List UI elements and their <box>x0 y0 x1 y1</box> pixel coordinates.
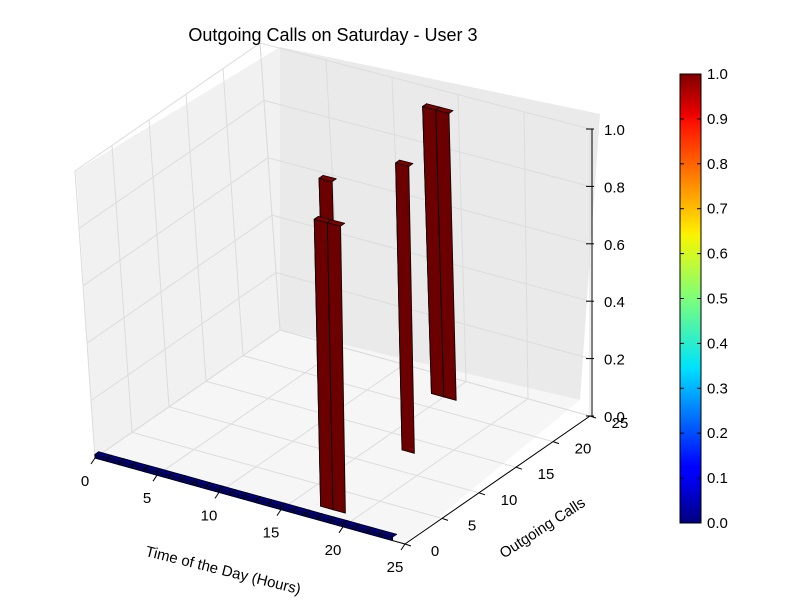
bar <box>313 215 334 511</box>
x-axis-label: Time of the Day (Hours) <box>144 543 303 598</box>
y-tick-mark <box>478 492 486 496</box>
bar-top <box>395 159 414 167</box>
bar <box>280 502 298 514</box>
x-tick-mark <box>338 526 344 534</box>
bar <box>106 454 124 466</box>
x-tick-label: 25 <box>387 559 404 576</box>
colorbar-ticks: 0.0 0.1 0.2 0.3 0.4 0.5 0.6 0.7 0.8 0.9 1.0 <box>680 66 728 532</box>
y-tick-label: 0 <box>431 543 439 560</box>
colorbar-tick-label: 0.1 <box>707 470 728 487</box>
bar <box>435 106 457 401</box>
z-tick-label: 0.2 <box>604 352 625 369</box>
x-tick-mark <box>152 474 158 482</box>
x-tick-label: 0 <box>81 473 89 490</box>
x-tick-label: 5 <box>143 490 151 507</box>
bar <box>156 468 174 480</box>
colorbar-tick-label: 0.0 <box>707 515 728 532</box>
y-tick-mark <box>404 543 412 547</box>
bar <box>317 513 336 524</box>
bar-top <box>435 106 454 114</box>
z-tick-label: 0.0 <box>604 409 625 426</box>
z-tick-label: 0.6 <box>604 237 625 254</box>
x-tick-mark <box>90 457 96 465</box>
x-tick-mark <box>214 492 220 499</box>
colorbar-tick-label: 0.7 <box>707 201 728 218</box>
colorbar-tick-label: 0.2 <box>707 425 728 442</box>
y-axis-line <box>404 415 591 545</box>
z-tick-label: 0.8 <box>604 179 625 196</box>
grid-line <box>222 68 554 443</box>
bar <box>292 506 311 517</box>
bar <box>330 516 348 528</box>
colorbar-tick-label: 0.5 <box>707 291 728 308</box>
colorbar-tick-label: 0.4 <box>707 335 728 352</box>
colorbar-tick-label: 0.6 <box>707 246 728 263</box>
bar <box>205 482 224 493</box>
grid-line <box>259 42 591 417</box>
bar <box>354 523 373 535</box>
x-tick-label: 10 <box>201 507 218 524</box>
colorbar: 0.0 0.1 0.2 0.3 0.4 0.5 0.6 0.7 0.8 0.9 1.0 <box>679 66 728 532</box>
z-tick-label: 0.4 <box>604 294 625 311</box>
bar <box>342 520 360 531</box>
y-tick-label: 25 <box>612 415 629 432</box>
colorbar-tick-label: 0.8 <box>707 156 728 173</box>
bar-top <box>379 530 398 538</box>
grid-line <box>74 42 591 172</box>
y-tick-label: 5 <box>468 517 476 534</box>
z-tick-label: 1.0 <box>604 122 625 139</box>
grid-lines <box>74 42 591 545</box>
bar <box>193 478 211 490</box>
y-tick-label: 10 <box>501 492 518 509</box>
colorbar-tick-label: 1.0 <box>707 66 728 83</box>
bar-top <box>318 174 337 183</box>
y-tick-mark <box>515 466 523 470</box>
grid-line <box>148 119 480 494</box>
bar <box>326 219 346 514</box>
bar <box>395 159 415 454</box>
colorbar-tick-label: 0.3 <box>707 380 728 397</box>
chart-title: Outgoing Calls on Saturday - User 3 <box>188 25 477 45</box>
x-tick-label: 15 <box>263 525 280 542</box>
bar <box>131 461 149 473</box>
colorbar-tick-label: 0.9 <box>707 111 728 128</box>
bar-top <box>326 219 346 227</box>
bar <box>255 496 274 507</box>
x-tick-label: 20 <box>325 542 342 559</box>
x-tick-mark <box>400 543 406 551</box>
y-tick-mark <box>441 517 449 521</box>
y-tick-mark <box>552 441 560 445</box>
bar <box>379 530 398 541</box>
bars-3d <box>94 103 457 541</box>
y-tick-label: 20 <box>575 441 592 458</box>
y-tick-label: 15 <box>538 466 555 483</box>
x-tick-mark <box>276 509 282 516</box>
